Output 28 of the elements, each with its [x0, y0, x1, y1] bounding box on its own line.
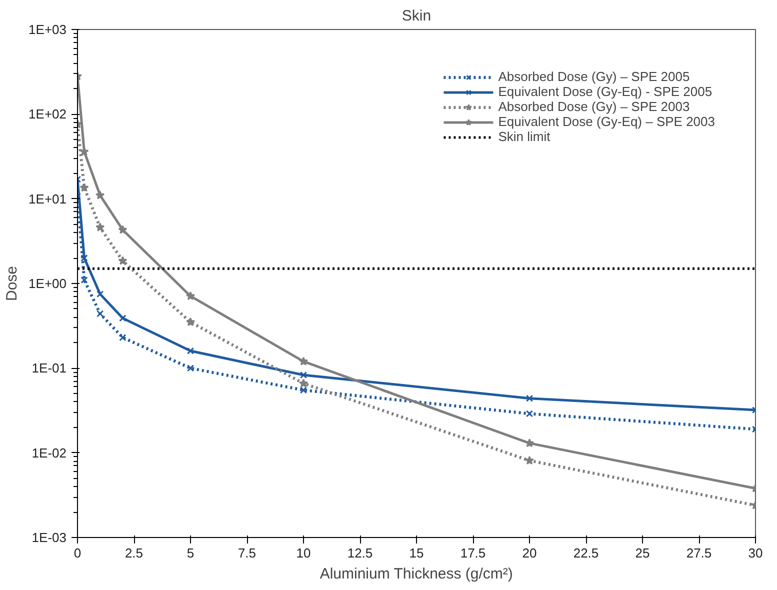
y-tick-label: 1E+02	[28, 106, 66, 122]
x-tick-label: 27.5	[686, 546, 712, 560]
y-tick-label: 1E-03	[32, 530, 67, 545]
legend-label: Equivalent Dose (Gy-Eq) - SPE 2005	[498, 84, 712, 99]
x-tick-label: 30	[748, 546, 763, 560]
x-tick-label: 12.5	[347, 546, 373, 560]
y-tick-label: 1E-02	[32, 445, 67, 460]
x-axis-title: Aluminium Thickness (g/cm²)	[320, 566, 513, 582]
y-tick-label: 1E+03	[28, 22, 66, 37]
x-tick-label: 20	[522, 546, 537, 560]
legend-label: Equivalent Dose (Gy-Eq) – SPE 2003	[498, 114, 715, 129]
y-tick-label: 1E+01	[28, 191, 66, 206]
x-tick-label: 22.5	[573, 546, 599, 560]
x-tick-label: 7.5	[238, 546, 256, 560]
legend-label: Absorbed Dose (Gy) – SPE 2005	[498, 69, 690, 84]
y-tick-label: 1E-01	[32, 360, 67, 376]
legend-label: Absorbed Dose (Gy) – SPE 2003	[498, 99, 690, 114]
y-axis-title: Dose	[4, 266, 21, 302]
x-tick-label: 17.5	[460, 546, 486, 560]
x-tick-label: 10	[296, 546, 311, 560]
chart-title: Skin	[402, 8, 432, 24]
x-tick-label: 15	[409, 546, 424, 560]
x-tick-label: 0	[74, 546, 82, 560]
y-tick-label: 1E+00	[28, 276, 66, 291]
x-tick-label: 2.5	[124, 546, 144, 560]
x-tick-label: 5	[186, 546, 194, 560]
x-tick-label: 25	[635, 546, 650, 560]
legend-label: Skin limit	[498, 129, 550, 144]
